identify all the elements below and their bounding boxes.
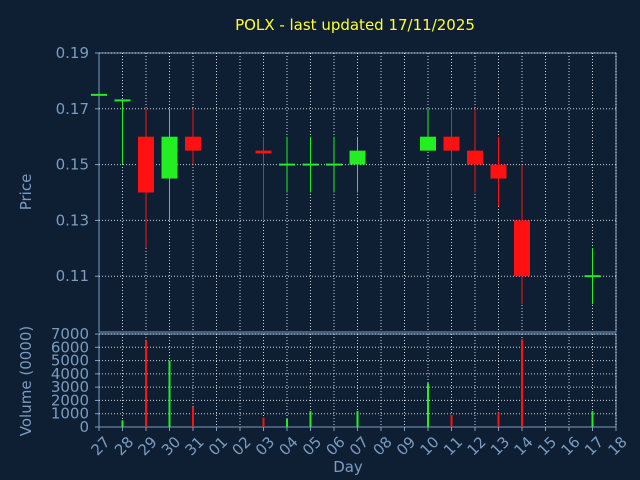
x-axis-label: Day bbox=[333, 458, 363, 476]
volume-bar bbox=[192, 407, 194, 427]
volume-axis-label: Volume (0000) bbox=[17, 326, 35, 436]
price-tick-labels: 0.19 0.17 0.15 0.13 0.11 bbox=[56, 44, 99, 285]
day-tick-label: 12 bbox=[464, 433, 490, 459]
candlesticks bbox=[91, 93, 601, 305]
volume-tick-label: 6000 bbox=[51, 338, 89, 356]
price-tick-label: 0.13 bbox=[56, 211, 89, 229]
volume-bars bbox=[121, 339, 594, 427]
day-tick-label: 08 bbox=[370, 433, 396, 459]
volume-tick-label: 2000 bbox=[51, 391, 89, 409]
candle-body bbox=[584, 275, 601, 278]
candle-body bbox=[420, 136, 436, 151]
volume-bar bbox=[356, 411, 359, 427]
day-tick-label: 14 bbox=[511, 433, 537, 459]
day-tick-label: 10 bbox=[417, 433, 443, 459]
candle-body bbox=[279, 163, 295, 166]
price-tick-label: 0.19 bbox=[56, 44, 89, 62]
day-tick-label: 27 bbox=[88, 433, 114, 459]
volume-tick-label: 7000 bbox=[51, 325, 89, 343]
day-tick-label: 29 bbox=[135, 433, 161, 459]
day-tick-label: 28 bbox=[111, 433, 137, 459]
day-tick-label: 06 bbox=[323, 433, 349, 459]
price-axis-label: Price bbox=[17, 174, 35, 211]
candle-body bbox=[349, 150, 366, 165]
volume-bar bbox=[262, 417, 265, 427]
chart-title: POLX - last updated 17/11/2025 bbox=[235, 16, 475, 34]
volume-bar bbox=[309, 411, 312, 427]
volume-bar bbox=[286, 419, 288, 427]
day-tick-label: 31 bbox=[182, 433, 208, 459]
volume-tick-label: 4000 bbox=[51, 365, 89, 383]
candle-body bbox=[91, 93, 107, 96]
candle-body bbox=[467, 150, 483, 165]
candle-body bbox=[490, 164, 507, 179]
volume-tick-label: 5000 bbox=[51, 352, 89, 370]
candle-body bbox=[443, 136, 460, 151]
day-tick-label: 11 bbox=[440, 433, 466, 459]
price-tick-label: 0.11 bbox=[56, 267, 89, 285]
candle-body bbox=[185, 136, 201, 151]
day-tick-label: 17 bbox=[581, 433, 607, 459]
candle-body bbox=[326, 163, 342, 166]
volume-bar bbox=[121, 420, 124, 427]
day-tick-label: 05 bbox=[299, 433, 325, 459]
day-tick-label: 07 bbox=[346, 433, 372, 459]
day-tick-label: 15 bbox=[534, 433, 560, 459]
candle-body bbox=[302, 163, 319, 166]
volume-bar bbox=[591, 411, 594, 427]
candle-body bbox=[514, 220, 530, 277]
day-tick-label: 03 bbox=[252, 433, 278, 459]
volume-tick-label: 3000 bbox=[51, 378, 89, 396]
grid-layer bbox=[99, 52, 617, 427]
price-tick-label: 0.17 bbox=[56, 100, 89, 118]
day-tick-label: 16 bbox=[558, 433, 584, 459]
volume-bar bbox=[145, 340, 147, 427]
volume-bar bbox=[168, 360, 171, 427]
day-tick-label: 18 bbox=[605, 433, 631, 459]
day-tick-label: 30 bbox=[158, 433, 184, 459]
volume-tick-label: 1000 bbox=[51, 405, 89, 423]
day-tick-label: 01 bbox=[205, 433, 231, 459]
day-tick-labels: 2728293031010203040506070809101112131415… bbox=[88, 427, 631, 459]
volume-bar bbox=[450, 415, 453, 427]
volume-bar bbox=[427, 383, 429, 427]
volume-tick-label: 0 bbox=[79, 418, 89, 436]
day-tick-label: 04 bbox=[276, 433, 302, 459]
volume-bar bbox=[497, 412, 500, 427]
day-tick-label: 02 bbox=[229, 433, 255, 459]
candle-body bbox=[161, 136, 178, 179]
price-tick-label: 0.15 bbox=[56, 156, 89, 174]
candle-body bbox=[255, 150, 272, 154]
day-tick-label: 13 bbox=[487, 433, 513, 459]
volume-bar bbox=[521, 339, 523, 427]
candle-body bbox=[114, 99, 131, 102]
candle-body bbox=[138, 136, 154, 193]
day-tick-label: 09 bbox=[393, 433, 419, 459]
